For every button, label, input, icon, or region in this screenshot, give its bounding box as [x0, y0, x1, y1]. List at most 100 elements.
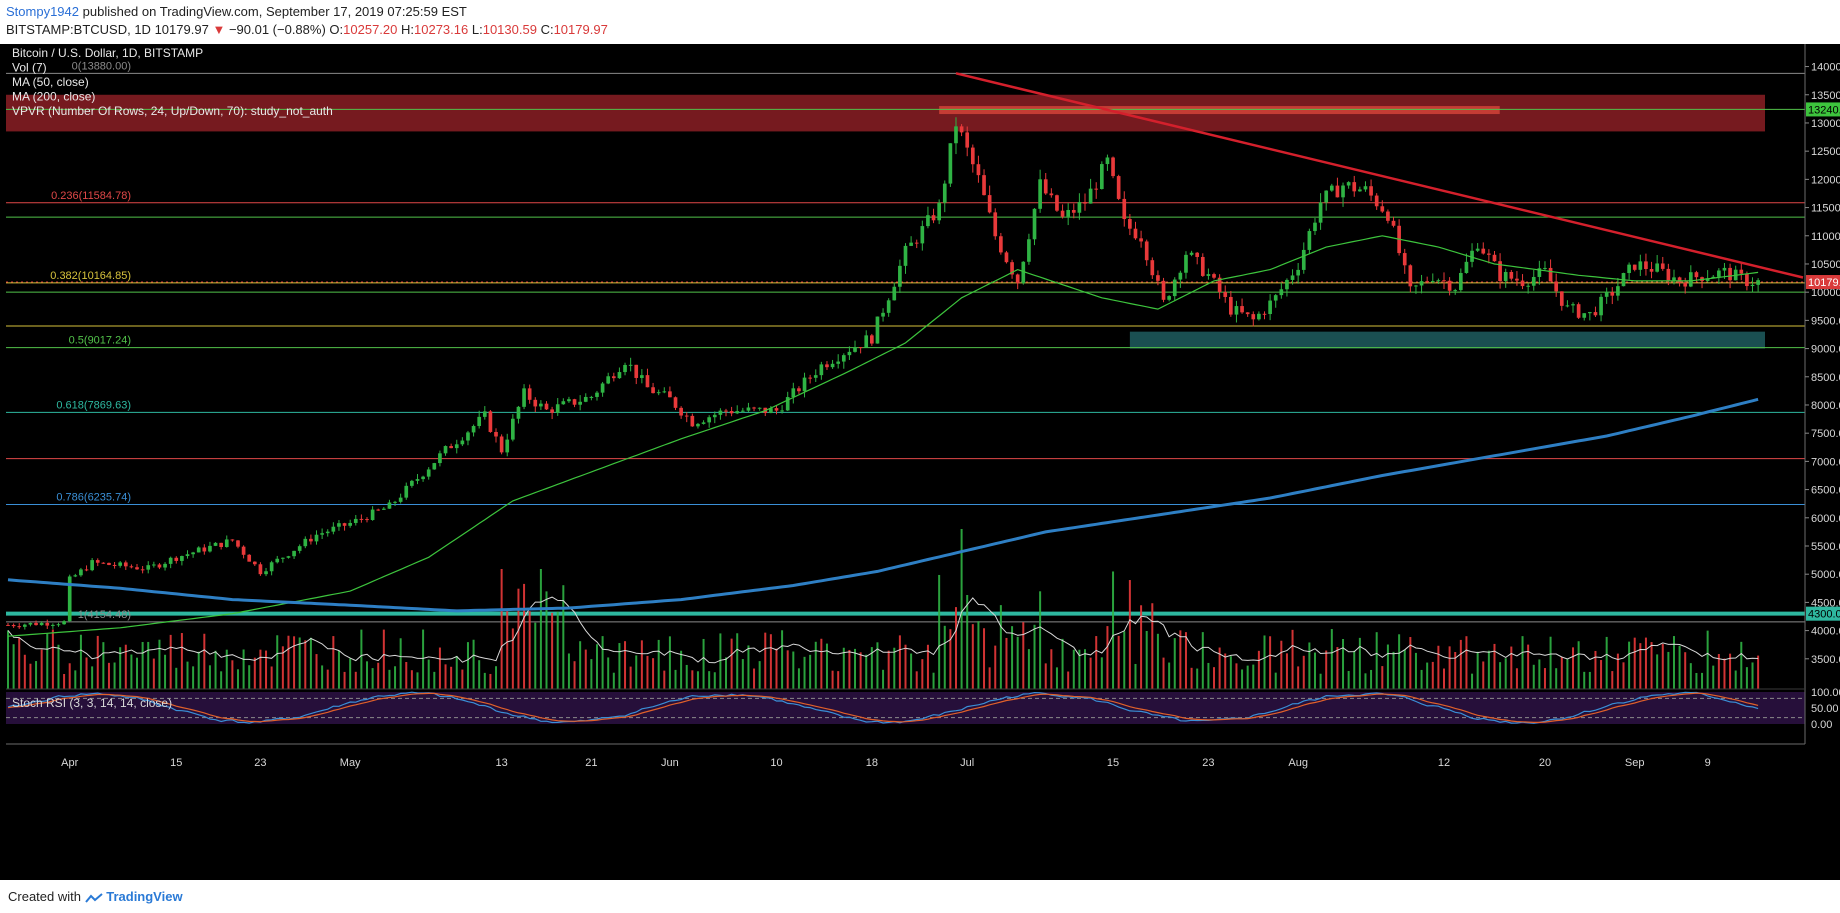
- volume-bar: [410, 670, 413, 689]
- volume-bar: [1241, 669, 1244, 689]
- candle-body: [1672, 277, 1676, 281]
- volume-bar: [1084, 649, 1086, 689]
- candles-layer: [6, 117, 1760, 630]
- candle-body: [780, 410, 784, 412]
- volume-bar: [1156, 633, 1159, 689]
- legend-line-1: Vol (7): [12, 61, 47, 75]
- volume-bar: [253, 657, 256, 689]
- candle-body: [1335, 185, 1340, 198]
- candle-body: [1318, 202, 1323, 223]
- volume-bar: [831, 670, 834, 689]
- y-tick-label-1: 13500.00: [1811, 90, 1840, 102]
- volume-bar: [79, 634, 82, 689]
- volume-bar: [809, 654, 812, 689]
- volume-bar: [797, 668, 800, 689]
- level-4300-tag-bg: [1806, 606, 1840, 621]
- candle-body: [410, 480, 414, 486]
- volume-bar: [725, 657, 727, 689]
- candle-body: [819, 364, 824, 376]
- x-tick-label-15: Sep: [1625, 757, 1645, 769]
- volume-bar: [1364, 673, 1367, 689]
- volume-bar: [96, 635, 99, 689]
- y-tick-label-12: 8000.00: [1811, 400, 1840, 412]
- volume-bar: [164, 654, 167, 689]
- candle-body: [645, 375, 650, 388]
- candle-body: [1027, 239, 1031, 262]
- published-text: published on TradingView.com, September …: [82, 4, 467, 19]
- candle-body: [1666, 268, 1671, 281]
- candle-body: [1150, 260, 1155, 276]
- candle-body: [511, 418, 515, 440]
- candle-body: [679, 407, 683, 416]
- volume-bar: [898, 635, 901, 689]
- candle-body: [320, 533, 324, 535]
- volume-bar: [1751, 662, 1754, 689]
- volume-bar: [1224, 653, 1227, 689]
- volume-bar: [489, 673, 492, 689]
- candle-body: [95, 560, 100, 563]
- candle-body: [471, 426, 476, 433]
- volume-bar: [180, 633, 183, 689]
- volume-bar: [214, 650, 217, 689]
- x-tick-label-11: 23: [1202, 757, 1214, 769]
- volume-bar: [977, 621, 980, 689]
- volume-bar: [85, 657, 88, 689]
- candle-body: [1632, 264, 1637, 270]
- volume-bar: [1112, 571, 1115, 689]
- candle-body: [1391, 220, 1396, 226]
- volume-bar: [904, 644, 907, 689]
- candle-body: [275, 558, 280, 563]
- author-link[interactable]: Stompy1942: [6, 4, 79, 19]
- candle-body: [1436, 280, 1441, 282]
- volume-bar: [175, 667, 178, 689]
- y-tick-label-4: 12000.00: [1811, 174, 1840, 186]
- volume-bar: [1661, 643, 1664, 689]
- fib-label-3: 0.5(9017.24): [69, 335, 131, 347]
- y-tick-label-2: 13000.00: [1811, 118, 1840, 130]
- volume-bar: [988, 667, 991, 689]
- volume-bar: [1398, 634, 1401, 689]
- volume-bar: [1600, 660, 1603, 689]
- volume-bar: [1566, 659, 1569, 689]
- candle-body: [1520, 280, 1525, 287]
- candle-body: [651, 387, 655, 394]
- x-tick-label-0: Apr: [61, 757, 78, 769]
- candle-body: [1425, 281, 1430, 283]
- volume-bar: [775, 648, 778, 689]
- volume-bar: [315, 654, 318, 689]
- tradingview-link[interactable]: TradingView: [106, 889, 183, 904]
- price-chart[interactable]: 0(13880.00) 0.236(11584.78) 0.382(10164.85…: [0, 44, 1840, 880]
- candle-body: [163, 563, 167, 568]
- volume-bar: [326, 669, 329, 689]
- candle-body: [17, 626, 22, 628]
- volume-bar: [1667, 651, 1670, 689]
- candle-body: [269, 562, 274, 572]
- candle-body: [213, 542, 218, 546]
- candle-body: [533, 399, 538, 407]
- volume-bar: [147, 641, 150, 689]
- candle-body: [1481, 248, 1486, 254]
- candle-body: [241, 546, 246, 555]
- candle-body: [1206, 274, 1211, 276]
- candle-body: [976, 164, 981, 176]
- volume-bar: [478, 660, 481, 689]
- volume-bar: [1151, 603, 1154, 689]
- candle-body: [90, 560, 94, 571]
- stoch-y-label-1: 50.00: [1811, 703, 1839, 715]
- volume-bar: [12, 644, 15, 689]
- volume-bar: [1706, 630, 1709, 689]
- volume-bar: [1672, 636, 1675, 689]
- volume-bar: [102, 642, 105, 689]
- candle-body: [281, 557, 285, 559]
- candle-body: [1531, 276, 1536, 286]
- volume-bar: [332, 636, 335, 689]
- candle-body: [864, 335, 869, 348]
- candle-body: [1694, 272, 1699, 278]
- volume-bar: [1263, 635, 1266, 689]
- candle-body: [1458, 272, 1463, 291]
- candle-body: [1526, 285, 1530, 287]
- candle-body: [208, 545, 212, 552]
- candle-body: [791, 388, 796, 398]
- candle-body: [1515, 278, 1519, 281]
